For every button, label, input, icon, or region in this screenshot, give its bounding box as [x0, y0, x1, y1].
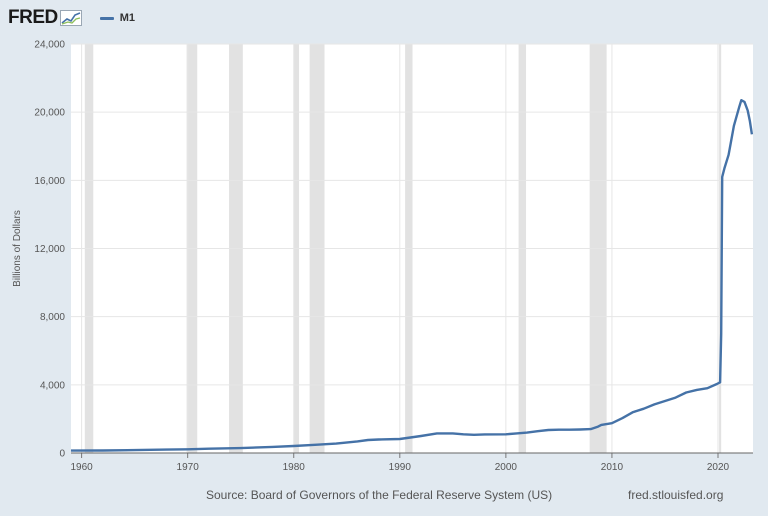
series-line-m1	[70, 98, 754, 452]
x-tick-label: 2020	[707, 462, 730, 473]
fred-logo[interactable]: FRED	[8, 7, 58, 28]
y-tick-label: 0	[59, 449, 65, 460]
x-tick-label: 1990	[389, 462, 412, 473]
legend: M1	[99, 12, 136, 24]
y-tick-label: 8,000	[40, 312, 65, 323]
fred-logo-chart-icon	[59, 10, 82, 26]
y-tick-label: 16,000	[34, 176, 65, 187]
footer-source: Source: Board of Governors of the Federa…	[206, 488, 553, 502]
x-tick-label: 1980	[283, 462, 306, 473]
legend-swatch-m1	[99, 16, 114, 20]
x-tick-label: 1970	[177, 462, 200, 473]
y-tick-label: 24,000	[34, 40, 65, 51]
x-tick-label: 2010	[601, 462, 624, 473]
header: FRED M1	[8, 6, 135, 30]
legend-label-m1: M1	[119, 12, 136, 24]
x-tick-label: 1960	[70, 462, 93, 473]
y-axis-label: Billions of Dollars	[12, 210, 23, 287]
y-tick-label: 20,000	[34, 108, 65, 119]
footer-url[interactable]: fred.stlouisfed.org	[628, 488, 724, 502]
x-tick-label: 2000	[495, 462, 518, 473]
y-tick-label: 12,000	[34, 244, 65, 255]
y-tick-label: 4,000	[40, 380, 65, 391]
